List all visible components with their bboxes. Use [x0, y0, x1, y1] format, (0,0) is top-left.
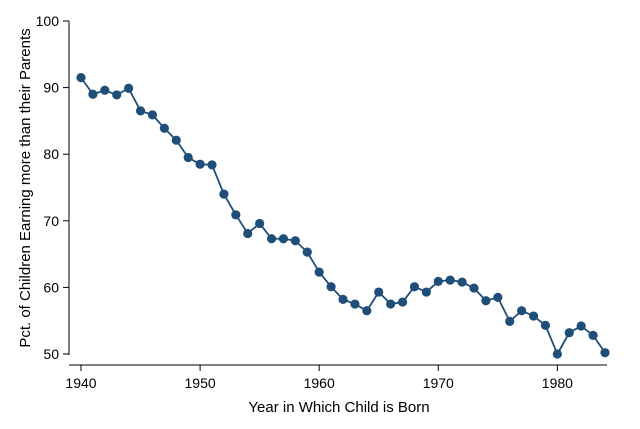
y-axis: 50 60 70 80 90 100 — [36, 13, 70, 362]
data-point — [600, 348, 610, 358]
data-point — [314, 267, 324, 277]
y-axis-title: Pct. of Children Earning more than their… — [17, 28, 34, 347]
y-tick-label: 70 — [43, 213, 59, 229]
data-point — [552, 349, 562, 359]
data-point — [445, 275, 455, 285]
y-tick-label: 80 — [43, 146, 59, 162]
x-tick-label: 1950 — [185, 375, 216, 391]
data-point — [421, 287, 431, 297]
data-point — [147, 110, 158, 120]
data-point — [457, 277, 467, 287]
x-axis: 1940 1950 1960 1970 1980 — [65, 364, 607, 391]
data-point — [159, 123, 169, 133]
data-point — [481, 296, 491, 306]
data-point — [409, 282, 420, 292]
data-point — [278, 234, 289, 244]
y-tick-label: 100 — [36, 13, 60, 29]
data-point — [100, 85, 110, 95]
data-point — [183, 152, 193, 163]
x-tick-label: 1960 — [304, 375, 335, 391]
data-point — [564, 328, 574, 338]
data-point — [112, 90, 122, 100]
data-point — [517, 306, 527, 316]
x-tick-label: 1940 — [65, 375, 96, 391]
x-tick-label: 1980 — [542, 375, 573, 391]
data-point — [135, 106, 146, 116]
data-point — [397, 297, 408, 307]
data-point — [326, 282, 336, 292]
data-point — [266, 234, 277, 244]
y-tick-label: 60 — [43, 279, 59, 295]
data-point — [528, 311, 539, 321]
data-point — [171, 135, 181, 145]
series-group — [76, 73, 610, 359]
y-tick-label: 50 — [43, 346, 59, 362]
data-point — [231, 210, 241, 220]
data-point — [255, 218, 265, 229]
data-point — [88, 89, 98, 99]
data-point — [290, 236, 300, 246]
data-point — [469, 283, 479, 293]
data-point — [302, 247, 312, 257]
data-point — [505, 316, 515, 326]
data-point — [540, 320, 551, 330]
data-point — [362, 306, 372, 316]
x-tick-label: 1970 — [423, 375, 454, 391]
data-point — [124, 83, 134, 93]
data-point — [386, 299, 396, 309]
data-point — [576, 321, 586, 331]
x-axis-title: Year in Which Child is Born — [248, 399, 429, 416]
data-point — [588, 330, 598, 340]
data-point — [433, 276, 443, 287]
y-tick-label: 90 — [43, 80, 59, 96]
data-point — [76, 73, 86, 83]
series-line — [80, 77, 606, 355]
y-ticks: 50 60 70 80 90 100 — [36, 13, 69, 362]
data-point — [207, 160, 217, 170]
data-point — [195, 159, 205, 169]
data-point — [374, 287, 384, 297]
data-point — [338, 294, 348, 304]
data-point — [219, 189, 229, 199]
x-ticks: 1940 1950 1960 1970 1980 — [65, 365, 573, 391]
data-point — [243, 228, 253, 239]
data-point — [350, 299, 360, 309]
data-point — [493, 292, 503, 302]
